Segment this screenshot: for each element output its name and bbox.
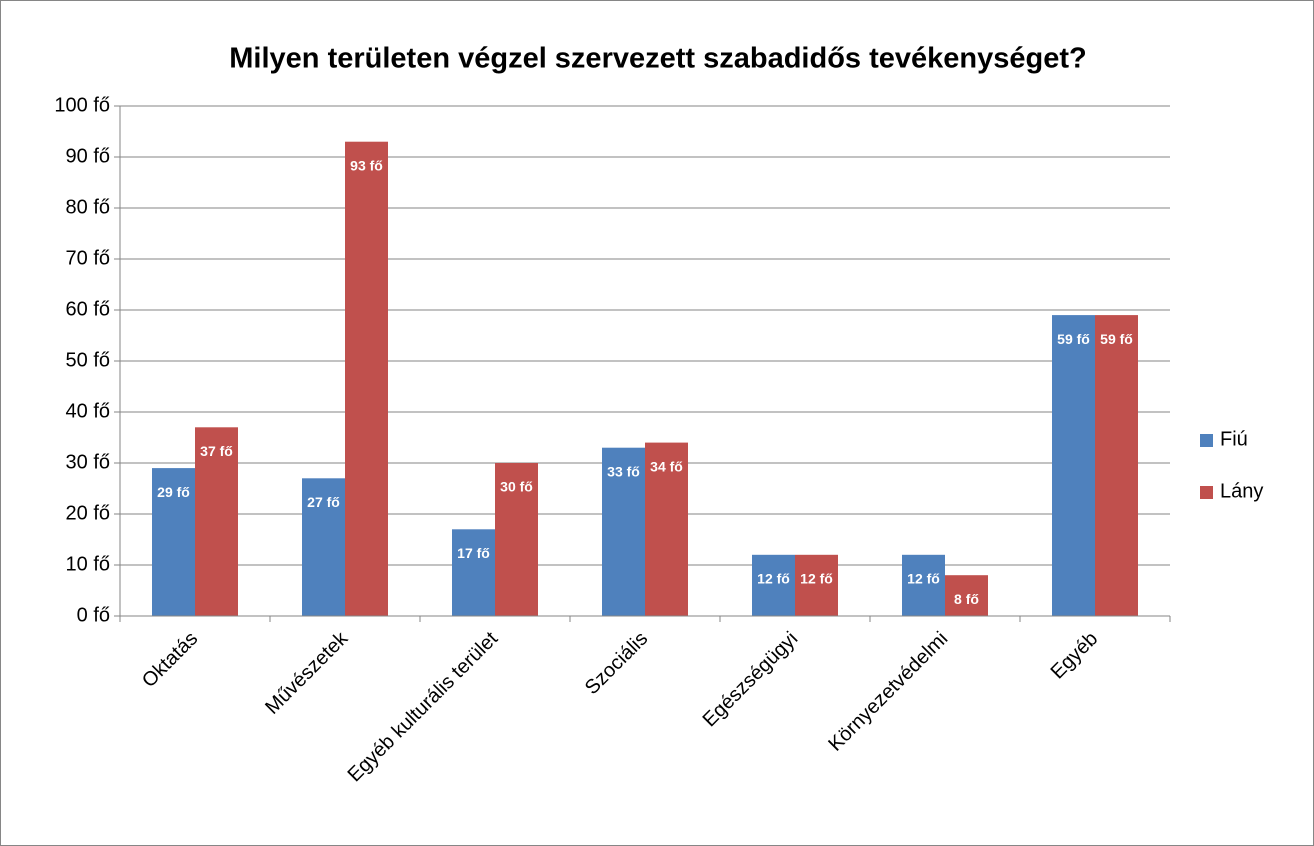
bar xyxy=(945,575,988,616)
chart-title: Milyen területen végzel szervezett szaba… xyxy=(229,43,1086,75)
bar xyxy=(495,463,538,616)
legend-swatch xyxy=(1200,486,1213,499)
data-label: 30 fő xyxy=(500,479,533,495)
data-label: 12 fő xyxy=(757,571,790,587)
y-tick-label: 20 fő xyxy=(66,502,110,524)
y-tick-label: 40 fő xyxy=(66,400,110,422)
bar xyxy=(602,447,645,616)
legend-label: Fiú xyxy=(1220,428,1248,450)
bar xyxy=(1095,315,1138,616)
data-label: 37 fő xyxy=(200,443,233,459)
y-tick-label: 90 fő xyxy=(66,145,110,167)
data-label: 93 fő xyxy=(350,157,383,173)
bar xyxy=(152,468,195,616)
data-label: 12 fő xyxy=(907,571,940,587)
y-tick-label: 0 fő xyxy=(77,604,110,626)
bar xyxy=(1052,315,1095,616)
data-label: 8 fő xyxy=(954,591,979,607)
data-label: 59 fő xyxy=(1057,331,1090,347)
data-label: 59 fő xyxy=(1100,331,1133,347)
data-label: 33 fő xyxy=(607,463,640,479)
data-label: 34 fő xyxy=(650,458,683,474)
data-label: 27 fő xyxy=(307,494,340,510)
y-tick-label: 50 fő xyxy=(66,349,110,371)
data-label: 17 fő xyxy=(457,545,490,561)
bar xyxy=(302,478,345,616)
y-tick-label: 60 fő xyxy=(66,298,110,320)
legend-label: Lány xyxy=(1220,480,1263,502)
legend-swatch xyxy=(1200,434,1213,447)
bar xyxy=(645,442,688,616)
data-label: 12 fő xyxy=(800,571,833,587)
y-tick-label: 100 fő xyxy=(54,94,110,116)
bar xyxy=(452,529,495,616)
bar xyxy=(795,554,838,616)
bar xyxy=(195,427,238,616)
data-label: 29 fő xyxy=(157,484,190,500)
y-tick-label: 30 fő xyxy=(66,451,110,473)
y-tick-label: 10 fő xyxy=(66,553,110,575)
bar xyxy=(752,554,795,616)
bar xyxy=(345,141,388,616)
y-tick-label: 80 fő xyxy=(66,196,110,218)
y-tick-label: 70 fő xyxy=(66,247,110,269)
bar xyxy=(902,554,945,616)
